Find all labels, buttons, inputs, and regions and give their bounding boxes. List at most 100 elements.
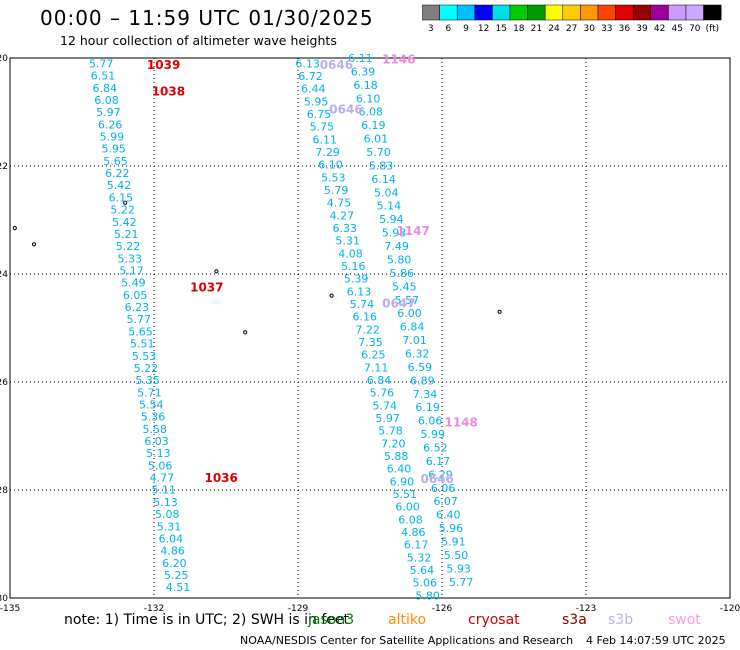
wave-height-value: 6.19	[415, 401, 440, 414]
wave-height-value: 6.29	[428, 468, 453, 481]
wave-height-value: 6.05	[123, 289, 148, 302]
wave-height-value: 6.18	[353, 79, 378, 92]
scale-label: 33	[601, 24, 612, 34]
scale-label: 27	[566, 24, 577, 34]
wave-height-value: 6.40	[436, 509, 461, 522]
wave-height-value: 5.76	[370, 387, 395, 400]
wave-height-value: 6.11	[312, 133, 337, 146]
wave-height-value: 5.39	[344, 273, 369, 286]
wave-height-value: 6.39	[351, 65, 376, 78]
wave-height-value: 5.93	[446, 562, 471, 575]
legend-item-s3a: s3a	[562, 612, 587, 628]
wave-height-value: 5.95	[304, 95, 329, 108]
island-outline	[497, 309, 502, 314]
scale-label: 45	[671, 24, 682, 34]
wave-height-value: 5.74	[372, 399, 397, 412]
pass-number-label: 1146	[382, 53, 415, 67]
wave-height-value: 6.72	[298, 70, 323, 83]
wave-height-value: 5.91	[441, 536, 466, 549]
wave-height-value: 5.77	[449, 576, 474, 589]
pass-number-label: 1037	[190, 281, 223, 295]
note-text: note: 1) Time is in UTC; 2) SWH is in fe…	[64, 612, 350, 628]
wave-height-value: 7.34	[413, 388, 438, 401]
wave-height-value: 5.16	[341, 260, 366, 273]
wave-height-value: 6.84	[400, 321, 425, 334]
wave-height-value: 6.17	[426, 455, 451, 468]
wave-height-value: 6.14	[371, 173, 396, 186]
wave-height-value: 6.26	[98, 118, 123, 131]
wave-height-value: 5.74	[350, 298, 375, 311]
wave-height-value: 6.52	[423, 441, 448, 454]
legend-item-cryosat: cryosat	[468, 612, 520, 628]
wave-height-value: 6.84	[93, 82, 118, 95]
scale-label: 30	[583, 24, 595, 34]
wave-height-value: 7.35	[358, 336, 383, 349]
wave-height-value: 6.75	[307, 108, 332, 121]
latitude-tick-label: -24	[0, 270, 8, 280]
wave-height-value: 6.11	[348, 52, 373, 65]
wave-height-map: -135 -132 -129 -126 -123 -120 -20 -22 -24 -26 -28 -…	[0, 52, 740, 614]
wave-height-value: 6.06	[431, 482, 456, 495]
pass-number-label: 1036	[204, 471, 237, 485]
wave-height-value: 5.93	[382, 227, 407, 240]
wave-height-value: 6.10	[356, 92, 381, 105]
scale-label: 42	[654, 24, 665, 34]
wave-height-value: 5.58	[143, 423, 168, 436]
wave-height-value: 5.77	[89, 57, 114, 70]
pass-number-label: 1147	[396, 224, 429, 238]
wave-height-value: 7.29	[315, 146, 340, 159]
wave-height-value: 7.22	[355, 323, 380, 336]
wave-height-value: 5.25	[164, 569, 189, 582]
wave-height-value: 6.32	[405, 347, 430, 360]
scale-label: 70	[689, 24, 701, 34]
wave-height-value: 6.15	[109, 191, 134, 204]
wave-height-value: 5.22	[116, 240, 141, 253]
wave-height-value: 5.11	[151, 484, 176, 497]
longitude-tick-label: -129	[288, 604, 309, 614]
island-outline	[243, 330, 248, 335]
wave-height-value: 6.44	[301, 83, 326, 96]
scale-label: 39	[636, 24, 648, 34]
wave-height-value: 6.04	[159, 532, 184, 545]
wave-height-value: 7.11	[364, 361, 389, 374]
wave-height-value: 5.80	[387, 253, 412, 266]
wave-height-value: 6.08	[94, 94, 119, 107]
wave-height-value: 4.51	[166, 581, 191, 594]
longitude-tick-label: -132	[144, 604, 164, 614]
wave-height-value: 5.22	[110, 204, 135, 217]
wave-height-value: 5.22	[134, 362, 159, 375]
longitude-tick-label: -123	[576, 604, 596, 614]
pass-number-label: 0646	[320, 58, 353, 72]
wave-height-value: 5.42	[107, 179, 132, 192]
wave-height-value: 4.27	[330, 209, 355, 222]
wave-height-value: 7.20	[381, 437, 406, 450]
latitude-tick-label: -22	[0, 162, 8, 172]
wave-height-value: 6.03	[144, 435, 169, 448]
wave-height-value: 4.75	[327, 197, 352, 210]
wave-height-value: 6.00	[397, 307, 422, 320]
wave-height-value: 5.83	[369, 159, 394, 172]
wave-height-value: 4.08	[338, 247, 363, 260]
wave-height-value: 5.97	[96, 106, 121, 119]
wave-height-value: 5.53	[132, 350, 157, 363]
scale-label: 6	[446, 24, 452, 34]
scale-label: 36	[619, 24, 631, 34]
legend-item-altiko: altiko	[388, 612, 427, 628]
generation-timestamp: 4 Feb 14:07:59 UTC 2025	[586, 634, 726, 647]
wave-height-value: 5.51	[130, 338, 155, 351]
footer-note: note: 1) Time is in UTC; 2) SWH is in fe…	[64, 612, 349, 628]
wave-height-value: 5.97	[375, 412, 400, 425]
longitude-tick-label: -126	[432, 604, 453, 614]
scale-label: 15	[495, 24, 506, 34]
island-outline	[123, 200, 128, 205]
wave-height-value: 5.13	[153, 496, 178, 509]
wave-height-value: 5.99	[100, 130, 125, 143]
wave-height-value: 5.35	[135, 374, 160, 387]
wave-height-value: 6.17	[404, 539, 429, 552]
pass-number-label: 0646	[420, 472, 453, 486]
wave-height-value: 5.06	[148, 459, 173, 472]
wave-height-value: 5.33	[118, 252, 143, 265]
wave-height-value: 6.13	[295, 57, 320, 70]
wave-height-value: 5.36	[141, 411, 166, 424]
wave-height-value: 5.42	[112, 216, 137, 229]
